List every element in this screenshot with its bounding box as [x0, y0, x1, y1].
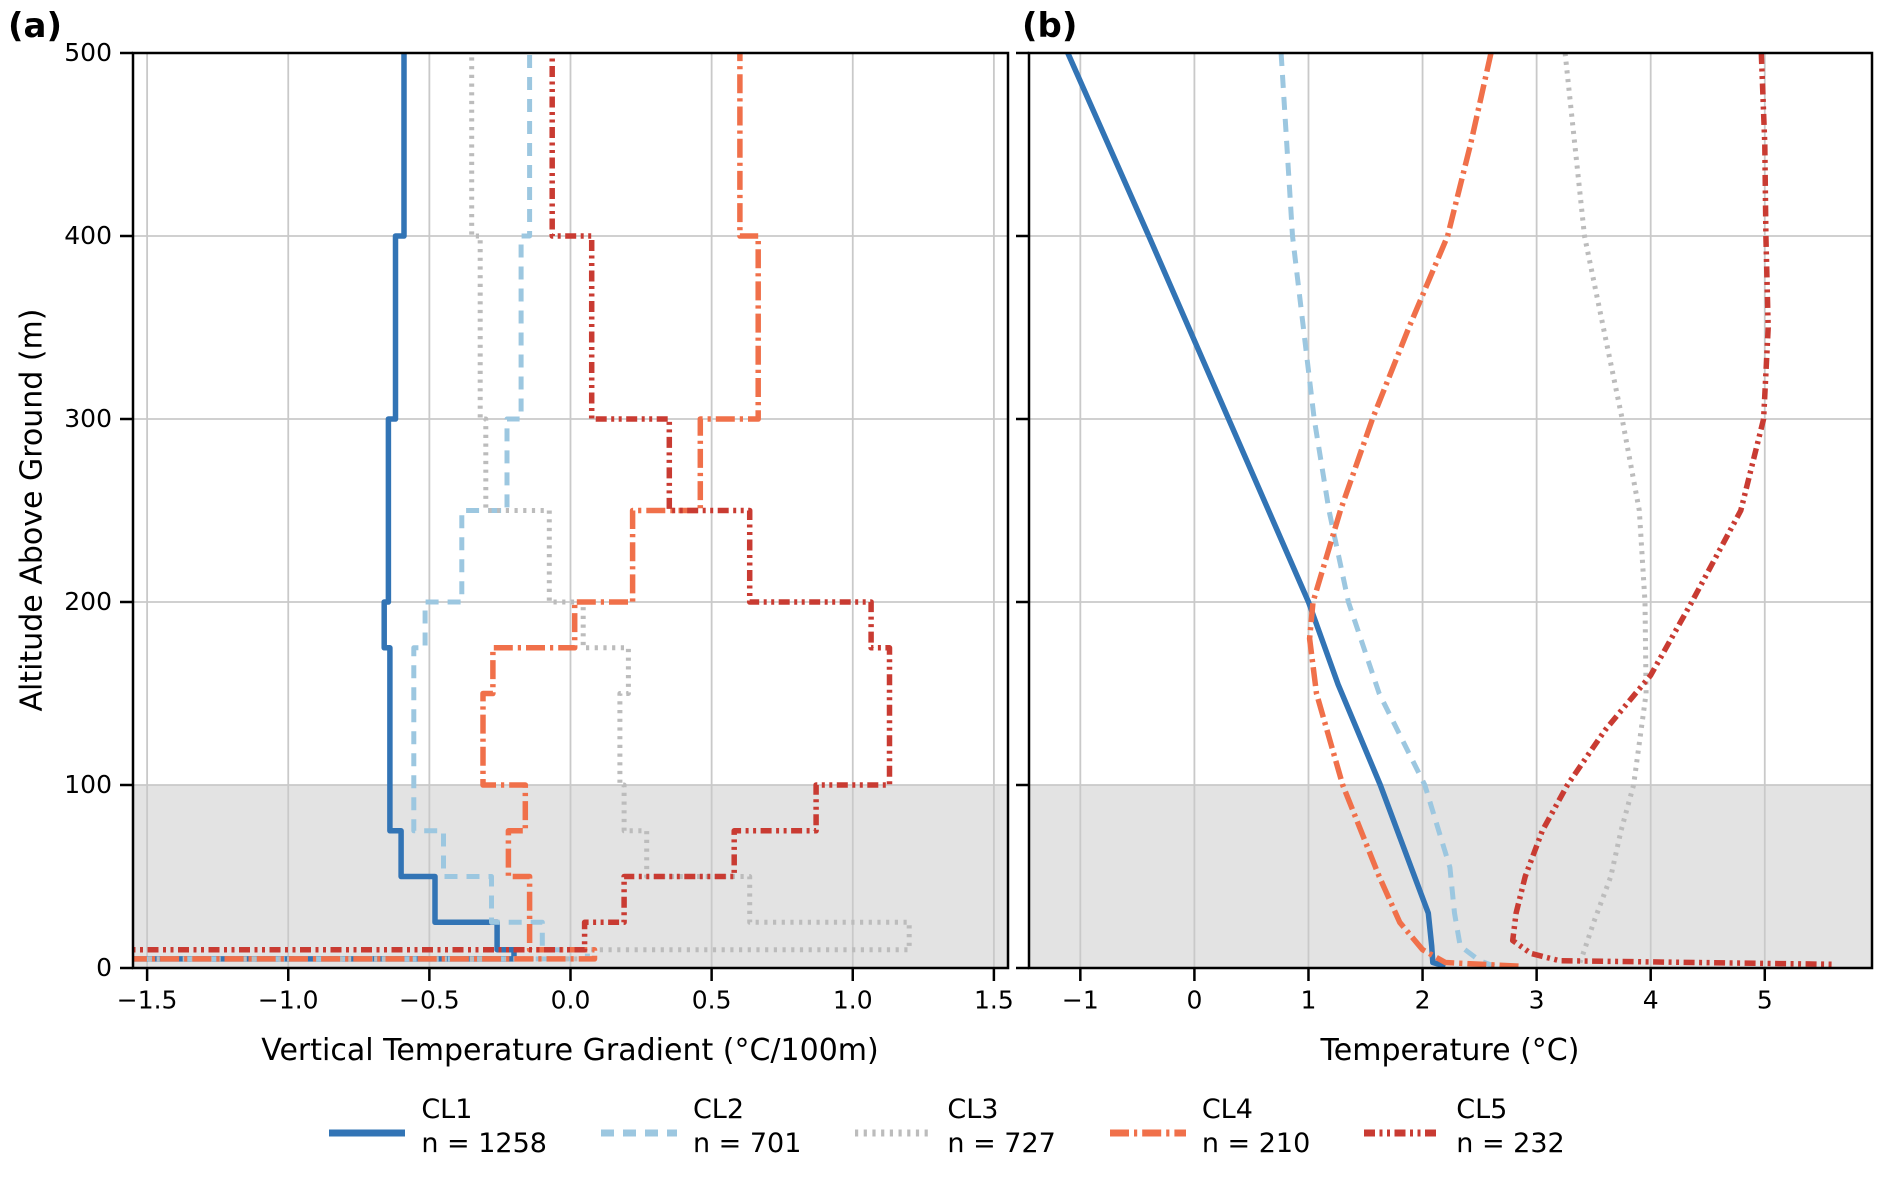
x-tick-label-b: 4 [1643, 985, 1659, 1014]
legend-label-cl4: CL4 n = 210 [1202, 1093, 1310, 1161]
legend-sample-count: n = 232 [1456, 1127, 1565, 1159]
legend-class-name: CL2 [692, 1094, 745, 1125]
x-axis-label-temperature: Temperature (°C) [1320, 1033, 1580, 1068]
tick-labels-b: −1 0 1 2 3 4 5 [1062, 985, 1773, 1014]
series-cl1-panel-a [133, 53, 517, 962]
series-cl5-panel-b [1509, 53, 1834, 968]
x-tick-label-a: 1.0 [833, 985, 873, 1014]
series-group-b [1065, 53, 1834, 968]
legend-swatch-cl4-line [1109, 1129, 1186, 1137]
x-tick-label-b: 2 [1415, 985, 1431, 1014]
panel-b-label: (b) [1022, 6, 1078, 46]
y-tick-label: 300 [64, 404, 112, 433]
x-tick-label-a: 1.5 [974, 985, 1014, 1014]
series-cl5-panel-a [133, 53, 893, 953]
legend-class-name: CL4 [1201, 1094, 1253, 1125]
y-tick-label: 100 [64, 770, 112, 799]
series-cl4-panel-b [1306, 53, 1520, 968]
legend-class-name: CL1 [421, 1094, 473, 1125]
tick-labels-a: −1.5 −1.0 −0.5 0.0 0.5 1.0 1.5 0 100 200 300 400 500 [64, 38, 1013, 1014]
x-tick-label-b: 1 [1301, 985, 1317, 1014]
ticks-a [120, 51, 996, 981]
legend-sample-count: n = 701 [692, 1127, 802, 1159]
x-tick-label-a: −1.0 [258, 985, 319, 1014]
legend-item-cl5: CL5 n = 232 [1362, 1093, 1565, 1161]
legend-label-cl1: CL1 n = 1258 [421, 1093, 547, 1161]
legend: CL1 n = 1258 CL2 n = 701 CL3 n = 727 CL4 n = 21… [0, 1093, 1892, 1161]
legend-swatch-cl2-line [600, 1129, 677, 1137]
legend-label-cl5: CL5 n = 232 [1456, 1093, 1564, 1161]
legend-class-name: CL3 [947, 1094, 999, 1125]
x-tick-label-a: 0.5 [692, 985, 732, 1014]
legend-sample-count: n = 210 [1201, 1127, 1311, 1159]
x-tick-label-a: −1.5 [117, 985, 178, 1014]
legend-swatch-cl1-line [329, 1129, 406, 1137]
legend-swatch-cl3-line [855, 1129, 932, 1137]
panel-a-label: (a) [8, 6, 63, 46]
ticks-b [1016, 51, 1767, 981]
legend-label-cl2: CL2 n = 701 [693, 1093, 801, 1161]
x-tick-label-b: 3 [1529, 985, 1545, 1014]
legend-sample-count: n = 727 [947, 1127, 1056, 1159]
series-cl3-panel-a [133, 53, 912, 962]
y-axis-label: Altitude Above Ground (m) [14, 308, 50, 712]
series-cl2-panel-b [1278, 53, 1496, 968]
series-cl3-panel-b [1562, 53, 1649, 964]
series-group-a [133, 53, 912, 962]
x-tick-label-b: −1 [1062, 985, 1099, 1014]
x-tick-label-a: 0.0 [551, 985, 591, 1014]
legend-label-cl3: CL3 n = 727 [947, 1093, 1055, 1161]
legend-swatch-cl5-line [1364, 1129, 1441, 1137]
axes-spines-b [1027, 51, 1874, 970]
x-tick-label-b: 5 [1757, 985, 1773, 1014]
legend-class-name: CL5 [1456, 1094, 1508, 1125]
y-tick-label: 500 [64, 38, 112, 67]
legend-item-cl1: CL1 n = 1258 [327, 1093, 547, 1161]
legend-item-cl2: CL2 n = 701 [599, 1093, 801, 1161]
y-tick-label: 400 [64, 221, 112, 250]
legend-item-cl4: CL4 n = 210 [1108, 1093, 1310, 1161]
grid-b [1029, 53, 1872, 968]
x-tick-label-b: 0 [1186, 985, 1202, 1014]
series-cl1-panel-b [1065, 53, 1447, 968]
y-tick-label: 200 [64, 587, 112, 616]
x-axis-label-gradient: Vertical Temperature Gradient (°C/100m) [261, 1033, 879, 1068]
legend-item-cl3: CL3 n = 727 [853, 1093, 1056, 1161]
legend-sample-count: n = 1258 [421, 1127, 547, 1159]
y-tick-label: 0 [96, 953, 112, 982]
x-tick-label-a: −0.5 [399, 985, 460, 1014]
